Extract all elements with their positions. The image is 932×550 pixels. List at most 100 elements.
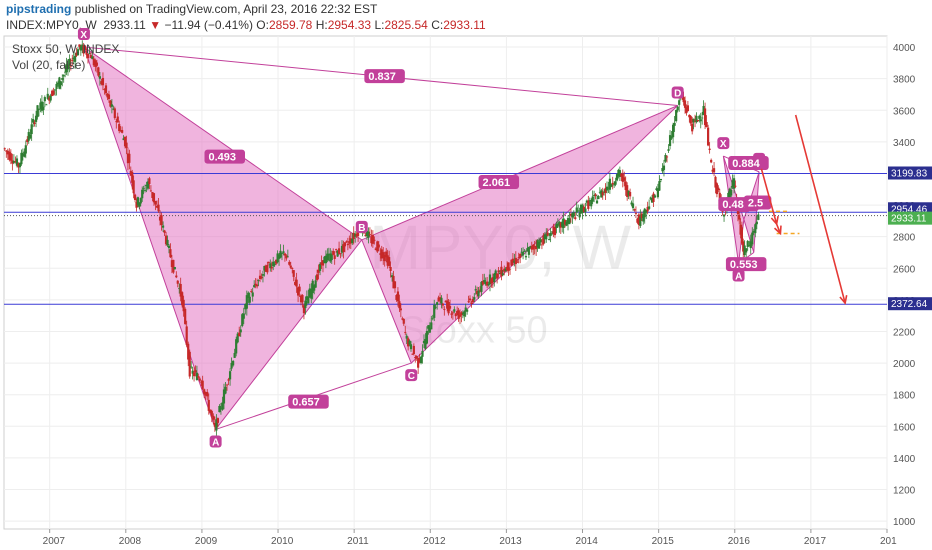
- candle-body: [670, 136, 673, 139]
- candle-body: [151, 191, 154, 198]
- ratio-badge: [728, 155, 769, 170]
- candle-body: [148, 178, 151, 184]
- candle-body: [126, 153, 130, 164]
- candle-body: [29, 134, 32, 139]
- candle-body: [504, 268, 507, 272]
- candle-body: [201, 380, 204, 389]
- candle-body: [53, 89, 57, 91]
- candle-body: [333, 255, 336, 259]
- candle-body: [48, 97, 51, 101]
- candle-body: [617, 169, 620, 177]
- candle-body: [233, 352, 236, 358]
- candle-body: [276, 253, 279, 263]
- candle-body: [548, 239, 551, 241]
- candle-body: [443, 309, 446, 311]
- forecast-arrow-head: [773, 225, 782, 236]
- candle-body: [294, 282, 297, 285]
- legend-title[interactable]: Stoxx 50, W, INDEX: [12, 42, 120, 56]
- candle-body: [227, 379, 230, 381]
- candle-body: [411, 353, 414, 355]
- y-tick-label: 2200: [893, 327, 916, 338]
- candle-body: [236, 333, 239, 343]
- candle-body: [370, 236, 373, 244]
- candle-body: [222, 389, 226, 404]
- candle-body: [688, 114, 691, 118]
- candle-body: [72, 57, 75, 60]
- candle-body: [179, 283, 182, 297]
- candle-body: [676, 106, 679, 111]
- candle-body: [257, 280, 260, 281]
- candle-body: [388, 257, 391, 266]
- price-badge-label: 2954.46: [891, 204, 928, 215]
- candle-body: [272, 261, 275, 267]
- y-tick-label: 1600: [893, 422, 916, 433]
- candle-body: [46, 93, 49, 99]
- candle-body: [314, 280, 317, 288]
- pattern-point-badge: [717, 137, 730, 150]
- candle-body: [461, 312, 464, 314]
- candle-body: [425, 330, 429, 344]
- candle-body: [221, 402, 224, 410]
- candle-body: [280, 252, 284, 254]
- candle-body: [595, 200, 599, 204]
- candle-body: [172, 259, 175, 273]
- candle-body: [552, 226, 555, 235]
- candle-body: [352, 232, 355, 240]
- candle-body: [185, 326, 188, 345]
- candle-body: [430, 322, 433, 330]
- candle-body: [537, 241, 541, 249]
- candle-body: [224, 386, 227, 394]
- author-link[interactable]: pipstrading: [6, 2, 72, 16]
- legend-volume[interactable]: Vol (20, false): [12, 58, 86, 72]
- candle-body: [337, 248, 341, 254]
- candle-body: [593, 195, 596, 196]
- candle-body: [581, 205, 584, 213]
- candle-body: [263, 265, 266, 271]
- candle-body: [633, 209, 636, 211]
- candle-body: [89, 55, 92, 59]
- pattern-point-badge: [355, 220, 368, 233]
- candle-body: [59, 81, 62, 86]
- candle-body: [85, 51, 88, 55]
- candle-body: [658, 181, 661, 191]
- candle-body: [526, 248, 529, 251]
- candle-body: [707, 127, 710, 146]
- candle-body: [107, 94, 111, 100]
- candle-body: [483, 279, 486, 282]
- candle-body: [529, 246, 532, 247]
- candle-body: [431, 318, 434, 320]
- candle-body: [86, 53, 90, 59]
- x-tick-label: 2014: [576, 536, 599, 547]
- candle-body: [558, 221, 561, 227]
- x-tick-label: 2009: [195, 536, 218, 547]
- y-tick-label: 2000: [893, 359, 916, 370]
- candle-body: [279, 250, 282, 258]
- candle-body: [191, 370, 194, 374]
- candle-body: [212, 415, 215, 420]
- symbol-label: INDEX:MPY0, W: [6, 18, 97, 32]
- candle-body: [422, 340, 426, 344]
- candle-body: [546, 232, 549, 236]
- candle-body: [441, 303, 444, 306]
- candle-body: [167, 245, 171, 249]
- candle-body: [664, 154, 667, 162]
- candle-body: [693, 120, 697, 122]
- candle-body: [320, 262, 323, 265]
- candle-body: [626, 185, 629, 197]
- candle-body: [253, 285, 256, 288]
- candle-body: [154, 200, 157, 205]
- candle-body: [584, 208, 587, 212]
- pattern-point-label: A: [212, 437, 219, 448]
- candle-body: [433, 304, 436, 318]
- candle-body: [367, 231, 370, 238]
- candle-body: [376, 241, 379, 252]
- ratio-label: 0.837: [368, 71, 396, 83]
- pattern-point-label: D: [674, 89, 681, 100]
- price-badge: [888, 166, 932, 180]
- candle-body: [351, 238, 354, 244]
- candle-body: [317, 269, 320, 273]
- candle-body: [250, 291, 253, 292]
- candle-body: [496, 273, 499, 279]
- candle-body: [536, 240, 539, 248]
